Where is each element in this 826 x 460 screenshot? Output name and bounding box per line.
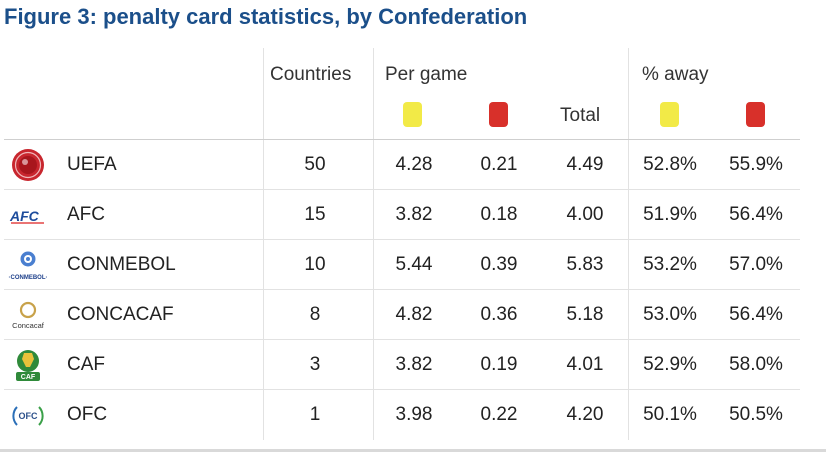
concacaf-logo-icon: Concacaf: [12, 301, 45, 330]
logo-lettering: ·CONMEBOL·: [9, 275, 48, 281]
confederation-name: UEFA: [67, 154, 117, 175]
yellow-per-game-value: 3.98: [395, 404, 433, 425]
bottom-rule: [0, 449, 826, 452]
logo-lettering: CAF: [21, 374, 36, 381]
afc-logo-icon: AFC: [9, 208, 44, 224]
yellow-per-game-value: 3.82: [395, 204, 433, 225]
red-card-icon: [746, 102, 765, 127]
total-value: 5.83: [566, 254, 604, 275]
yellow-away-value: 52.9%: [643, 354, 697, 375]
header-rule: [4, 139, 800, 140]
table-row: UEFA 50 4.28 0.21 4.49 52.8% 55.9%: [0, 140, 826, 190]
figure-title: Figure 3: penalty card statistics, by Co…: [4, 4, 528, 29]
yellow-per-game-value: 4.82: [395, 304, 433, 325]
red-card-icon: [489, 102, 508, 127]
countries-value: 15: [304, 204, 326, 225]
countries-value: 10: [304, 254, 326, 275]
confederation-name: OFC: [67, 404, 108, 425]
yellow-card-icon: [660, 102, 679, 127]
countries-value: 1: [309, 404, 321, 425]
yellow-per-game-value: 5.44: [395, 254, 433, 275]
red-away-value: 55.9%: [729, 154, 783, 175]
table-row: CAF CAF 3 3.82 0.19 4.01 52.9% 58.0%: [0, 340, 826, 390]
header-total: Total: [560, 105, 601, 126]
confederation-name: CAF: [67, 354, 105, 375]
yellow-card-icon: [403, 102, 422, 127]
yellow-away-value: 52.8%: [643, 154, 697, 175]
table-row: ·CONMEBOL· CONMEBOL 10 5.44 0.39 5.83 53…: [0, 240, 826, 290]
logo-lettering: Concacaf: [12, 321, 45, 330]
table-row: AFC AFC 15 3.82 0.18 4.00 51.9% 56.4%: [0, 190, 826, 240]
conmebol-logo-icon: ·CONMEBOL·: [9, 251, 48, 281]
red-away-value: 58.0%: [729, 354, 783, 375]
ofc-logo-icon: OFC: [12, 406, 44, 426]
row-divider: [4, 239, 800, 240]
red-per-game-value: 0.21: [480, 154, 518, 175]
confederation-name: AFC: [67, 204, 105, 225]
column-divider: [373, 48, 374, 440]
header-pct-away: % away: [642, 64, 709, 85]
total-value: 5.18: [566, 304, 604, 325]
caf-logo-icon: CAF: [16, 350, 40, 381]
column-divider: [263, 48, 264, 440]
countries-value: 50: [304, 154, 326, 175]
yellow-away-value: 53.2%: [643, 254, 697, 275]
countries-value: 8: [309, 304, 321, 325]
confederation-name: CONMEBOL: [67, 254, 176, 275]
yellow-away-value: 53.0%: [643, 304, 697, 325]
red-per-game-value: 0.19: [480, 354, 518, 375]
total-value: 4.49: [566, 154, 604, 175]
red-per-game-value: 0.22: [480, 404, 518, 425]
total-value: 4.20: [566, 404, 604, 425]
red-away-value: 57.0%: [729, 254, 783, 275]
logo-lettering: OFC: [19, 411, 38, 421]
row-divider: [4, 389, 800, 390]
red-per-game-value: 0.18: [480, 204, 518, 225]
yellow-away-value: 51.9%: [643, 204, 697, 225]
red-away-value: 56.4%: [729, 304, 783, 325]
yellow-per-game-value: 3.82: [395, 354, 433, 375]
header-per-game: Per game: [385, 64, 468, 85]
header-countries: Countries: [270, 64, 352, 85]
total-value: 4.01: [566, 354, 604, 375]
row-divider: [4, 289, 800, 290]
row-divider: [4, 189, 800, 190]
logo-lettering: AFC: [9, 208, 40, 224]
table-row: OFC OFC 1 3.98 0.22 4.20 50.1% 50.5%: [0, 390, 826, 440]
yellow-per-game-value: 4.28: [395, 154, 433, 175]
red-per-game-value: 0.39: [480, 254, 518, 275]
red-away-value: 50.5%: [729, 404, 783, 425]
countries-value: 3: [309, 354, 321, 375]
red-away-value: 56.4%: [729, 204, 783, 225]
red-per-game-value: 0.36: [480, 304, 518, 325]
yellow-away-value: 50.1%: [643, 404, 697, 425]
table-row: Concacaf CONCACAF 8 4.82 0.36 5.18 53.0%…: [0, 290, 826, 340]
row-divider: [4, 339, 800, 340]
total-value: 4.00: [566, 204, 604, 225]
uefa-logo-icon: [12, 149, 44, 181]
column-divider: [628, 48, 629, 440]
confederation-name: CONCACAF: [67, 304, 174, 325]
